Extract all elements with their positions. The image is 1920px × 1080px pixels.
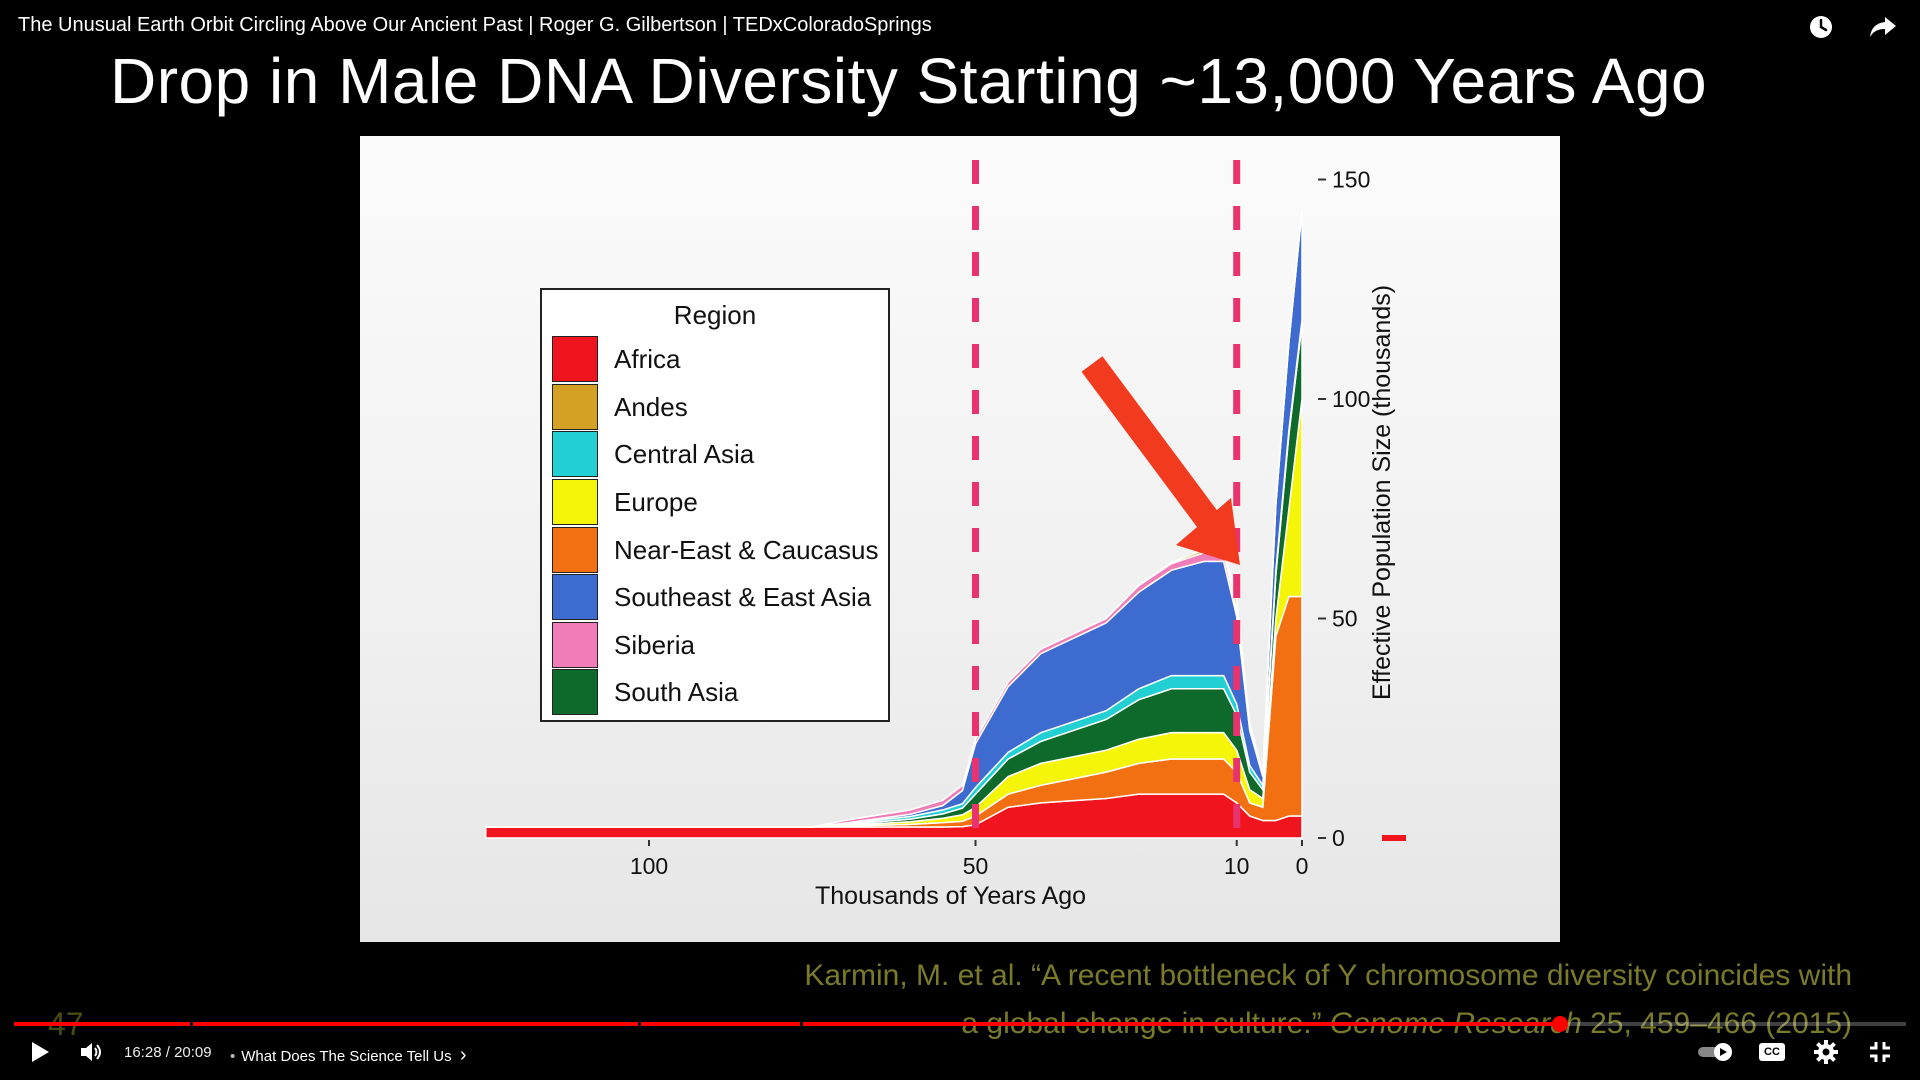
legend-title: Region bbox=[673, 300, 757, 330]
citation-line-2-suffix: 25, 459–466 (2015) bbox=[1581, 1007, 1852, 1040]
citation-line-1: Karmin, M. et al. “A recent bottleneck o… bbox=[804, 959, 1852, 992]
time-display: 16:28 / 20:09 bbox=[124, 1044, 212, 1061]
progress-played bbox=[14, 1022, 1560, 1026]
exit-fullscreen-icon[interactable] bbox=[1862, 1036, 1898, 1068]
current-time: 16:28 bbox=[124, 1044, 162, 1061]
legend-swatch bbox=[552, 384, 598, 430]
captions-label: CC bbox=[1759, 1043, 1785, 1061]
chapter-title: What Does The Science Tell Us bbox=[241, 1048, 452, 1065]
legend-label: Southeast & East Asia bbox=[614, 582, 872, 612]
duration: 20:09 bbox=[174, 1044, 212, 1061]
settings-icon[interactable] bbox=[1808, 1036, 1844, 1068]
citation: Karmin, M. et al. “A recent bottleneck o… bbox=[732, 952, 1852, 1048]
legend-item: Siberia bbox=[552, 622, 884, 668]
chapter-marker bbox=[638, 1022, 641, 1026]
chart-legend: Region Africa Andes Central Asia Europe Near… bbox=[540, 288, 890, 722]
legend-item: Southeast & East Asia bbox=[552, 574, 884, 620]
legend-item: Near-East & Caucasus bbox=[552, 527, 884, 573]
legend-swatch bbox=[552, 669, 598, 715]
chapter-button[interactable]: • What Does The Science Tell Us › bbox=[230, 1044, 467, 1066]
chapter-marker bbox=[800, 1022, 803, 1026]
autoplay-toggle[interactable] bbox=[1696, 1036, 1736, 1068]
player-controls: 16:28 / 20:09 • What Does The Science Tel… bbox=[0, 1036, 1920, 1080]
legend-swatch bbox=[552, 479, 598, 525]
legend-label: Andes bbox=[614, 392, 688, 422]
legend-label: Europe bbox=[614, 487, 698, 517]
legend-swatch bbox=[552, 574, 598, 620]
chapter-marker bbox=[190, 1022, 193, 1026]
legend-swatch bbox=[552, 622, 598, 668]
time-separator: / bbox=[161, 1044, 175, 1061]
play-icon[interactable] bbox=[24, 1036, 56, 1068]
volume-icon[interactable] bbox=[76, 1036, 108, 1068]
legend-swatch bbox=[552, 431, 598, 477]
progress-bar[interactable] bbox=[14, 1016, 1906, 1032]
legend-label: South Asia bbox=[614, 677, 739, 707]
legend-label: Siberia bbox=[614, 630, 695, 660]
scrubber-handle[interactable] bbox=[1551, 1016, 1568, 1032]
share-icon[interactable] bbox=[1866, 10, 1900, 44]
slide-title: Drop in Male DNA Diversity Starting ~13,… bbox=[110, 45, 1708, 117]
legend-label: Near-East & Caucasus bbox=[614, 535, 879, 565]
video-title[interactable]: The Unusual Earth Orbit Circling Above O… bbox=[18, 14, 932, 36]
legend-item: Andes bbox=[552, 384, 884, 430]
legend-swatch bbox=[552, 527, 598, 573]
legend-item: Europe bbox=[552, 479, 884, 525]
chevron-right-icon: › bbox=[459, 1044, 467, 1066]
legend-item: South Asia bbox=[552, 669, 884, 715]
captions-icon[interactable]: CC bbox=[1756, 1036, 1788, 1068]
legend-item: Central Asia bbox=[552, 431, 884, 477]
legend-label: Africa bbox=[614, 344, 681, 374]
legend-item: Africa bbox=[552, 336, 884, 382]
legend-swatch bbox=[552, 336, 598, 382]
top-actions bbox=[1804, 10, 1900, 44]
y-axis-label: Effective Population Size (thousands) bbox=[1368, 284, 1396, 700]
watch-later-icon[interactable] bbox=[1804, 10, 1838, 44]
x-axis-label: Thousands of Years Ago bbox=[815, 882, 1087, 910]
legend-label: Central Asia bbox=[614, 439, 755, 469]
